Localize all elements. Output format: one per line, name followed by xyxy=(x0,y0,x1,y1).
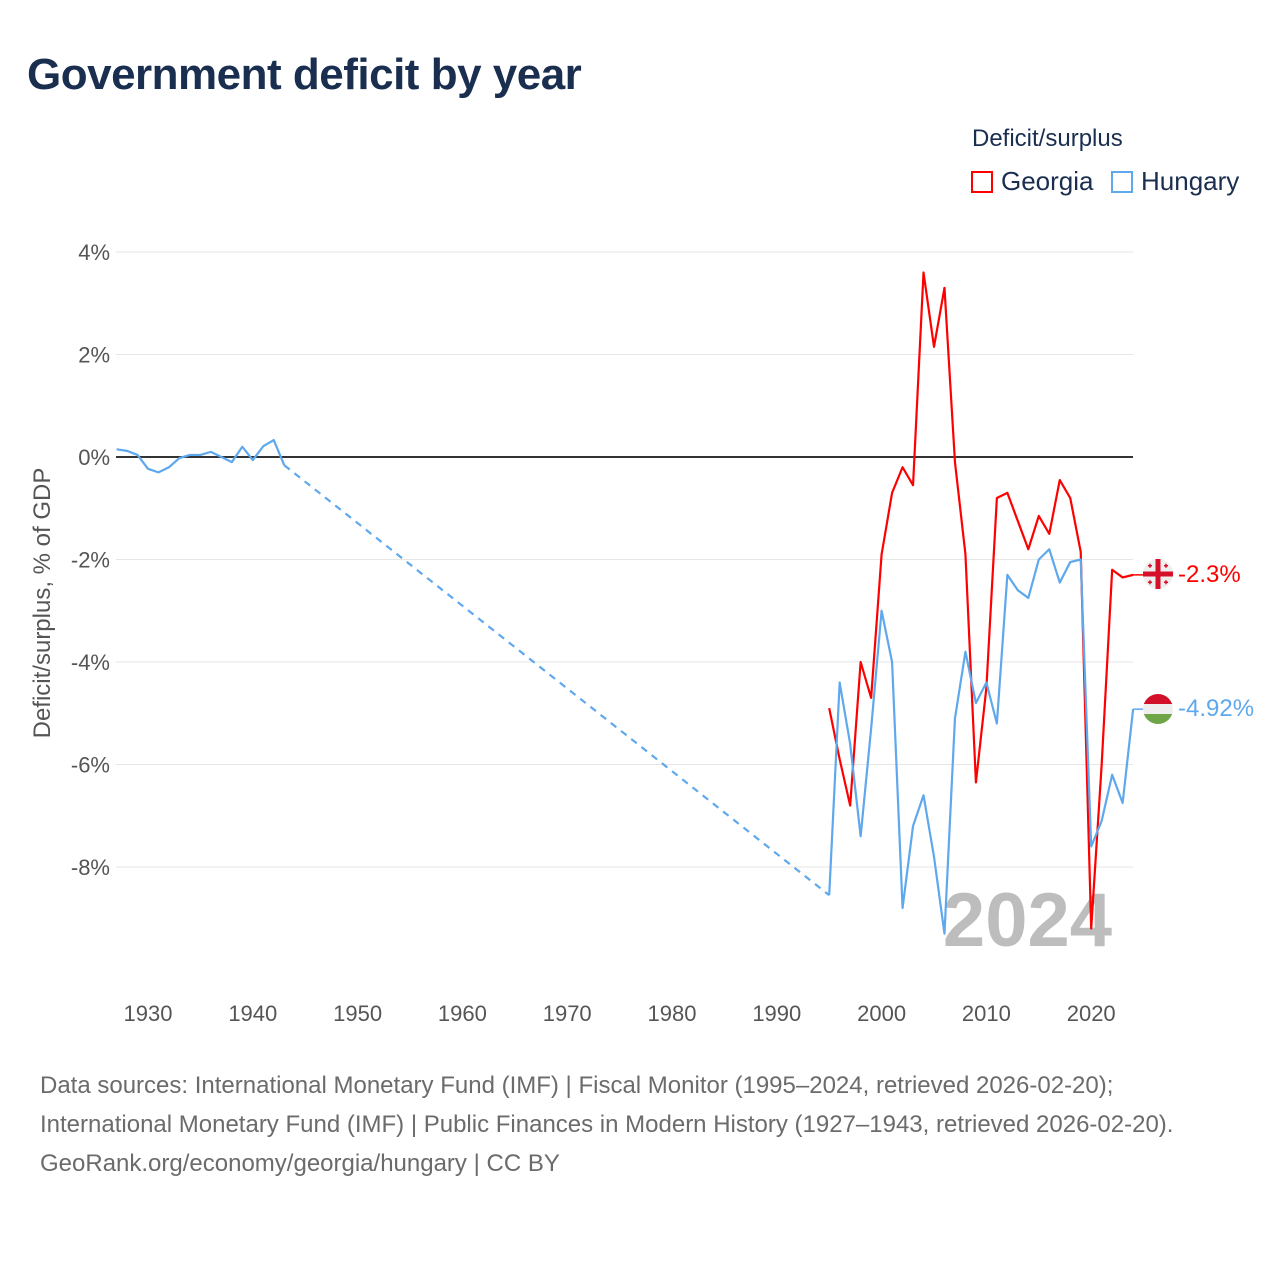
footer: Data sources: International Monetary Fun… xyxy=(40,1066,1240,1183)
end-value-hungary: -4.92% xyxy=(1178,695,1254,722)
legend-swatch-georgia xyxy=(971,170,993,193)
legend-title: Deficit/surplus xyxy=(972,125,1123,152)
y-tick-label: 4% xyxy=(78,240,110,265)
end-value-georgia: -2.3% xyxy=(1178,561,1241,588)
georgia-flag-icon xyxy=(1143,559,1173,589)
end-label-hungary: -4.92% xyxy=(1143,694,1254,724)
gap-line-hungary xyxy=(283,464,830,897)
legend-item-hungary[interactable]: Hungary xyxy=(1111,166,1239,197)
x-tick-label: 2000 xyxy=(857,1001,906,1026)
x-tick-label: 1990 xyxy=(752,1001,801,1026)
y-tick-label: -4% xyxy=(71,650,110,675)
series-lines xyxy=(116,271,1143,935)
legend-label-georgia: Georgia xyxy=(1001,166,1094,196)
chart-title: Government deficit by year xyxy=(27,50,582,99)
y-tick-label: -8% xyxy=(71,855,110,880)
legend-label-hungary: Hungary xyxy=(1141,166,1240,196)
series-line-hungary xyxy=(116,438,286,474)
x-tick-label: 1950 xyxy=(333,1001,382,1026)
year-watermark: 2024 xyxy=(943,878,1112,963)
series-line-georgia xyxy=(828,271,1134,930)
y-tick-labels: 4% 2% 0% -2% -4% -6% -8% xyxy=(71,240,110,880)
x-tick-label: 1940 xyxy=(228,1001,277,1026)
x-tick-labels: 1930 1940 1950 1960 1970 1980 1990 2000 2010 2020 xyxy=(124,1001,1116,1026)
legend-swatch-hungary xyxy=(1111,170,1133,193)
x-tick-label: 1930 xyxy=(124,1001,173,1026)
y-tick-label: -6% xyxy=(71,753,110,778)
series-line-hungary xyxy=(828,548,1135,935)
legend-item-georgia[interactable]: Georgia xyxy=(971,166,1094,197)
x-tick-label: 1970 xyxy=(543,1001,592,1026)
x-tick-label: 2010 xyxy=(962,1001,1011,1026)
data-sources: Data sources: International Monetary Fun… xyxy=(40,1072,1174,1138)
site-credit[interactable]: GeoRank.org/economy/georgia/hungary | CC… xyxy=(40,1150,560,1177)
hungary-flag-icon xyxy=(1143,694,1173,724)
x-tick-label: 2020 xyxy=(1067,1001,1116,1026)
x-tick-label: 1960 xyxy=(438,1001,487,1026)
y-tick-label: 0% xyxy=(78,445,110,470)
grid-lines xyxy=(116,251,1133,868)
y-axis-label: Deficit/surplus, % of GDP xyxy=(29,468,56,739)
end-label-georgia: -2.3% xyxy=(1143,559,1241,589)
y-tick-label: 2% xyxy=(78,343,110,368)
y-tick-label: -2% xyxy=(71,548,110,573)
x-tick-label: 1980 xyxy=(648,1001,697,1026)
